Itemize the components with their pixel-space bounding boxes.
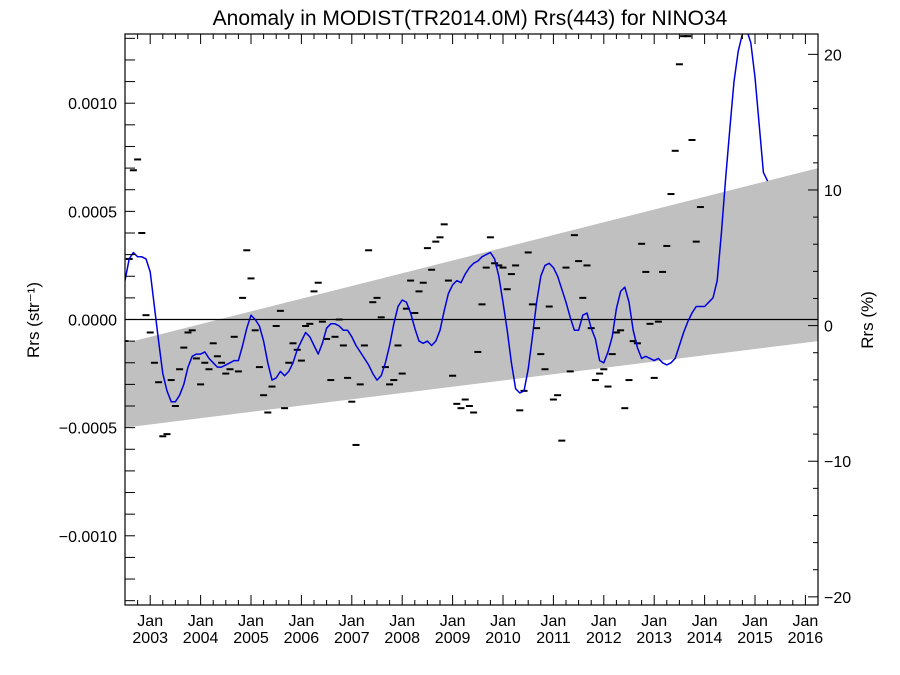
chart-title: Anomaly in MODIST(TR2014.0M) Rrs(443) fo… <box>213 7 728 30</box>
right-tick-label-0: 20 <box>824 47 842 64</box>
x-month-label-10: Jan <box>641 613 667 630</box>
x-month-label-3: Jan <box>289 613 315 630</box>
smooth-line-layer <box>125 34 769 403</box>
x-month-label-8: Jan <box>541 613 567 630</box>
right-tick-label-3: −10 <box>824 454 851 471</box>
x-month-label-6: Jan <box>440 613 466 630</box>
x-year-label-5: 2008 <box>384 630 420 647</box>
left-tick-label-2: 0.0000 <box>68 313 117 330</box>
monthly-points-layer <box>125 35 704 446</box>
x-year-label-3: 2006 <box>284 630 320 647</box>
y-axis-label-left: Rrs (str⁻¹) <box>24 282 43 358</box>
x-month-label-12: Jan <box>742 613 768 630</box>
x-month-label-2: Jan <box>238 613 264 630</box>
x-year-label-9: 2012 <box>586 630 622 647</box>
left-tick-label-3: −0.0005 <box>59 421 117 438</box>
x-year-label-12: 2015 <box>737 630 773 647</box>
x-month-label-11: Jan <box>692 613 718 630</box>
x-year-label-7: 2010 <box>485 630 521 647</box>
x-year-label-10: 2013 <box>636 630 672 647</box>
smooth-series-line <box>125 34 769 403</box>
x-month-label-13: Jan <box>793 613 819 630</box>
x-month-label-4: Jan <box>339 613 365 630</box>
x-month-label-1: Jan <box>188 613 214 630</box>
x-year-label-13: 2016 <box>788 630 824 647</box>
x-year-label-1: 2004 <box>183 630 219 647</box>
x-year-label-0: 2003 <box>132 630 168 647</box>
x-month-label-0: Jan <box>137 613 163 630</box>
right-tick-label-2: 0 <box>824 319 833 336</box>
uncertainty-band-layer <box>125 168 818 428</box>
x-year-label-8: 2011 <box>536 630 571 647</box>
left-tick-label-0: 0.0010 <box>68 96 117 113</box>
x-year-label-2: 2005 <box>233 630 269 647</box>
x-month-label-7: Jan <box>490 613 516 630</box>
right-tick-label-4: −20 <box>824 590 851 607</box>
x-year-label-11: 2014 <box>687 630 723 647</box>
left-tick-label-1: 0.0005 <box>68 204 117 221</box>
x-axis: Jan2003Jan2004Jan2005Jan2006Jan2007Jan20… <box>124 34 824 647</box>
right-tick-label-1: 10 <box>824 183 842 200</box>
x-month-label-5: Jan <box>389 613 415 630</box>
x-month-label-9: Jan <box>591 613 617 630</box>
left-tick-label-4: −0.0010 <box>59 529 117 546</box>
x-year-label-4: 2007 <box>334 630 370 647</box>
y-axis-label-right: Rrs (%) <box>858 291 877 349</box>
left-axis: 0.0010 0.0005 0.0000 −0.0005 −0.0010 <box>59 37 135 602</box>
uncertainty-band <box>125 168 818 428</box>
x-year-label-6: 2009 <box>435 630 471 647</box>
right-axis: 20 10 0 −10 −20 <box>808 47 851 607</box>
